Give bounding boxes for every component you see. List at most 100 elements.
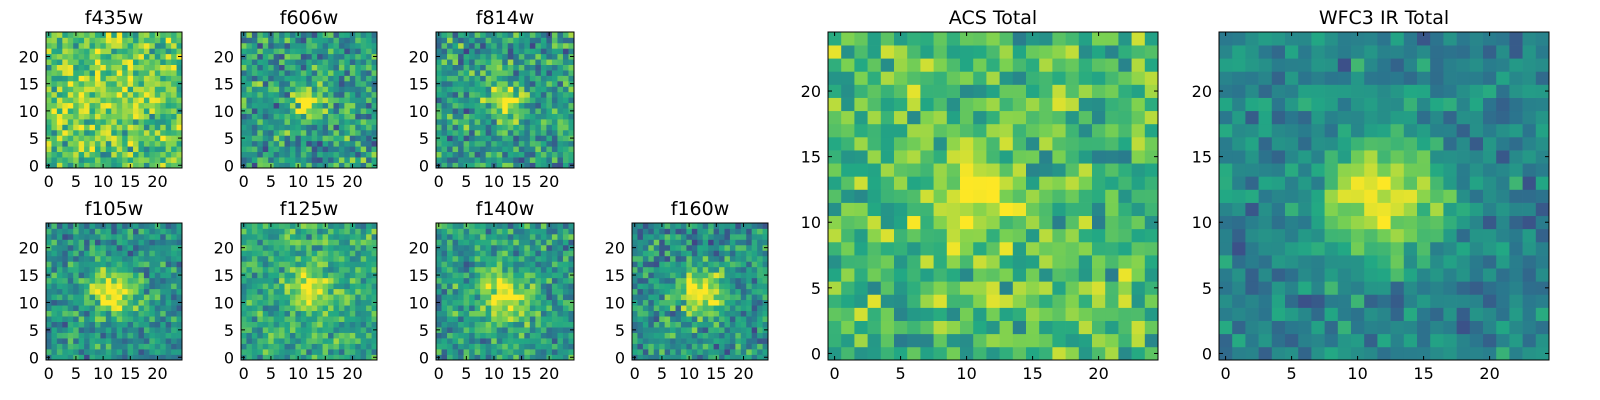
heatmap-cell: [535, 272, 542, 279]
heatmap-cell: [251, 124, 258, 131]
heatmap-cell: [999, 163, 1014, 177]
heatmap-cell: [338, 354, 345, 361]
heatmap-cell: [557, 42, 564, 49]
heatmap-cell: [127, 146, 134, 153]
heatmap-cell: [105, 338, 112, 344]
heatmap-cell: [133, 255, 139, 262]
heatmap-cell: [485, 53, 492, 60]
heatmap-cell: [279, 113, 285, 120]
y-tick-label: 0: [419, 348, 429, 367]
heatmap-cell: [557, 151, 564, 158]
heatmap-cell: [360, 32, 367, 38]
heatmap-cell: [496, 338, 503, 344]
heatmap-cell: [452, 294, 459, 301]
heatmap-cell: [535, 250, 542, 257]
heatmap-cell: [463, 299, 470, 306]
heatmap-cell: [719, 321, 725, 328]
heatmap-cell: [1026, 320, 1040, 335]
heatmap-cell: [551, 310, 558, 317]
heatmap-cell: [562, 97, 569, 104]
heatmap-cell: [138, 239, 145, 246]
heatmap-cell: [1105, 268, 1119, 282]
heatmap-cell: [933, 241, 948, 256]
heatmap-cell: [735, 299, 742, 306]
heatmap-cell: [546, 102, 553, 109]
heatmap-cell: [452, 239, 459, 246]
heatmap-cell: [306, 157, 313, 163]
heatmap-cell: [268, 124, 274, 131]
heatmap-cell: [708, 338, 714, 344]
heatmap-cell: [84, 343, 90, 350]
heatmap-cell: [322, 80, 329, 87]
heatmap-cell: [562, 272, 569, 279]
heatmap-cell: [880, 228, 895, 243]
heatmap-cell: [436, 310, 442, 317]
heatmap-cell: [986, 333, 1000, 348]
heatmap-cell: [138, 124, 145, 131]
heatmap-cell: [333, 42, 340, 49]
heatmap-cell: [480, 97, 487, 104]
heatmap-cell: [540, 124, 547, 131]
heatmap-cell: [540, 37, 547, 44]
heatmap-cell: [127, 244, 134, 251]
heatmap-cell: [160, 140, 167, 147]
heatmap-cell: [485, 157, 492, 163]
heatmap-cell: [841, 346, 855, 361]
heatmap-cell: [133, 53, 139, 60]
heatmap-cell: [333, 59, 340, 65]
heatmap-cell: [1039, 228, 1053, 243]
heatmap-cell: [360, 299, 367, 306]
heatmap-cell: [637, 299, 644, 306]
heatmap-cell: [273, 113, 280, 120]
heatmap-cell: [171, 283, 177, 290]
heatmap-cell: [691, 338, 698, 344]
heatmap-cell: [729, 244, 736, 251]
heatmap-cell: [920, 294, 934, 308]
heatmap-cell: [165, 332, 172, 339]
heatmap-cell: [546, 86, 553, 93]
heatmap-cell: [659, 332, 665, 339]
heatmap-cell: [535, 261, 542, 268]
heatmap-cell: [133, 135, 139, 142]
heatmap-cell: [1092, 163, 1106, 177]
heatmap-cell: [529, 255, 536, 262]
heatmap-cell: [751, 332, 758, 339]
heatmap-cell: [317, 64, 323, 71]
heatmap-cell: [273, 244, 280, 251]
heatmap-cell: [84, 108, 90, 114]
heatmap-cell: [1092, 228, 1106, 243]
heatmap-cell: [67, 97, 74, 104]
x-tick-label: 0: [44, 364, 54, 383]
heatmap-cell: [268, 59, 274, 65]
heatmap-cell: [458, 299, 464, 306]
heatmap-cell: [306, 343, 313, 350]
heatmap-cell: [480, 223, 487, 229]
heatmap-cell: [143, 129, 150, 136]
heatmap-cell: [67, 228, 74, 235]
heatmap-cell: [729, 343, 736, 350]
heatmap-cell: [496, 332, 503, 339]
heatmap-cell: [441, 277, 448, 284]
heatmap-cell: [507, 108, 514, 114]
heatmap-cell: [138, 299, 145, 306]
heatmap-cell: [171, 151, 177, 158]
heatmap-cell: [349, 349, 356, 355]
heatmap-cell: [986, 294, 1000, 308]
heatmap-cell: [241, 349, 247, 355]
heatmap-cell: [246, 146, 253, 153]
heatmap-cell: [366, 37, 372, 44]
heatmap-cell: [176, 140, 183, 147]
heatmap-cell: [557, 310, 564, 317]
heatmap-cell: [160, 338, 167, 344]
heatmap-cell: [1078, 215, 1093, 230]
heatmap-cell: [328, 255, 334, 262]
heatmap-cell: [632, 250, 638, 257]
heatmap-cell: [262, 86, 269, 93]
heatmap-cell: [284, 266, 291, 273]
heatmap-cell: [295, 332, 302, 339]
heatmap-cell: [300, 53, 307, 60]
heatmap-cell: [355, 266, 362, 273]
heatmap-cell: [111, 283, 118, 290]
heatmap-cell: [78, 162, 85, 169]
heatmap-cell: [562, 349, 569, 355]
